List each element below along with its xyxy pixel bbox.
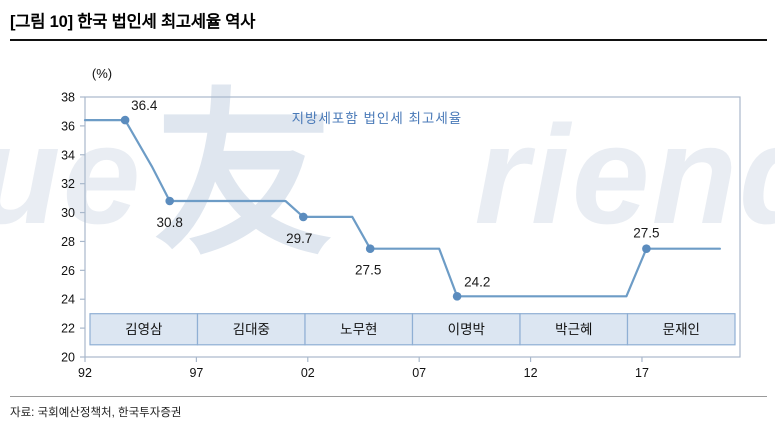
- x-tick-label: 02: [301, 366, 315, 380]
- data-point: [299, 212, 308, 222]
- x-tick-label: 12: [524, 366, 538, 380]
- data-point: [120, 115, 130, 125]
- y-tick-label: 20: [61, 351, 75, 365]
- x-tick-label: 17: [635, 366, 649, 380]
- plot-border: [84, 96, 741, 358]
- y-tick-label: 28: [61, 235, 75, 249]
- president-label: 문재인: [663, 322, 700, 337]
- president-label: 김대중: [233, 322, 270, 337]
- president-box: [89, 313, 199, 346]
- data-point-label: 30.8: [157, 215, 183, 230]
- data-point: [452, 292, 462, 301]
- data-point-label: 27.5: [355, 263, 381, 278]
- data-point: [642, 244, 651, 253]
- y-tick-label: 30: [61, 206, 75, 220]
- president-box: [304, 313, 414, 346]
- data-point-label: 27.5: [633, 226, 659, 241]
- data-point-label: 29.7: [286, 231, 312, 246]
- y-tick-label: 38: [61, 91, 75, 105]
- figure-header: [그림 10] 한국 법인세 최고세율 역사: [10, 0, 767, 41]
- data-point: [165, 196, 174, 206]
- data-point-label: 36.4: [131, 98, 158, 113]
- president-label: 박근혜: [555, 322, 592, 337]
- x-tick-label: 92: [78, 366, 92, 380]
- x-tick-label: 07: [412, 366, 426, 380]
- y-tick-label: 24: [61, 293, 75, 307]
- president-label: 노무현: [340, 322, 377, 337]
- y-tick-label: 26: [61, 264, 75, 278]
- president-label: 이명박: [448, 322, 485, 337]
- y-tick-label: 32: [61, 177, 75, 191]
- data-point: [365, 244, 375, 253]
- chart-annotation: 지방세포함 법인세 최고세율: [292, 111, 463, 126]
- y-tick-label: 36: [61, 119, 75, 133]
- president-box: [411, 313, 521, 346]
- president-label: 김영삼: [125, 322, 162, 337]
- data-point-label: 24.2: [464, 274, 490, 289]
- source-note: 자료: 국회예산정책처, 한국투자증권: [10, 396, 767, 420]
- president-box: [196, 313, 306, 346]
- source-text: 자료: 국회예산정책처, 한국투자증권: [10, 407, 182, 419]
- series-line: [83, 119, 721, 298]
- y-tick-label: 34: [61, 148, 75, 162]
- y-tick-label: 22: [61, 322, 75, 336]
- president-box: [626, 313, 736, 346]
- y-axis-unit-label: (%): [92, 66, 112, 81]
- president-box: [519, 313, 629, 346]
- x-tick-label: 97: [189, 366, 203, 380]
- figure-title: [그림 10] 한국 법인세 최고세율 역사: [10, 13, 256, 31]
